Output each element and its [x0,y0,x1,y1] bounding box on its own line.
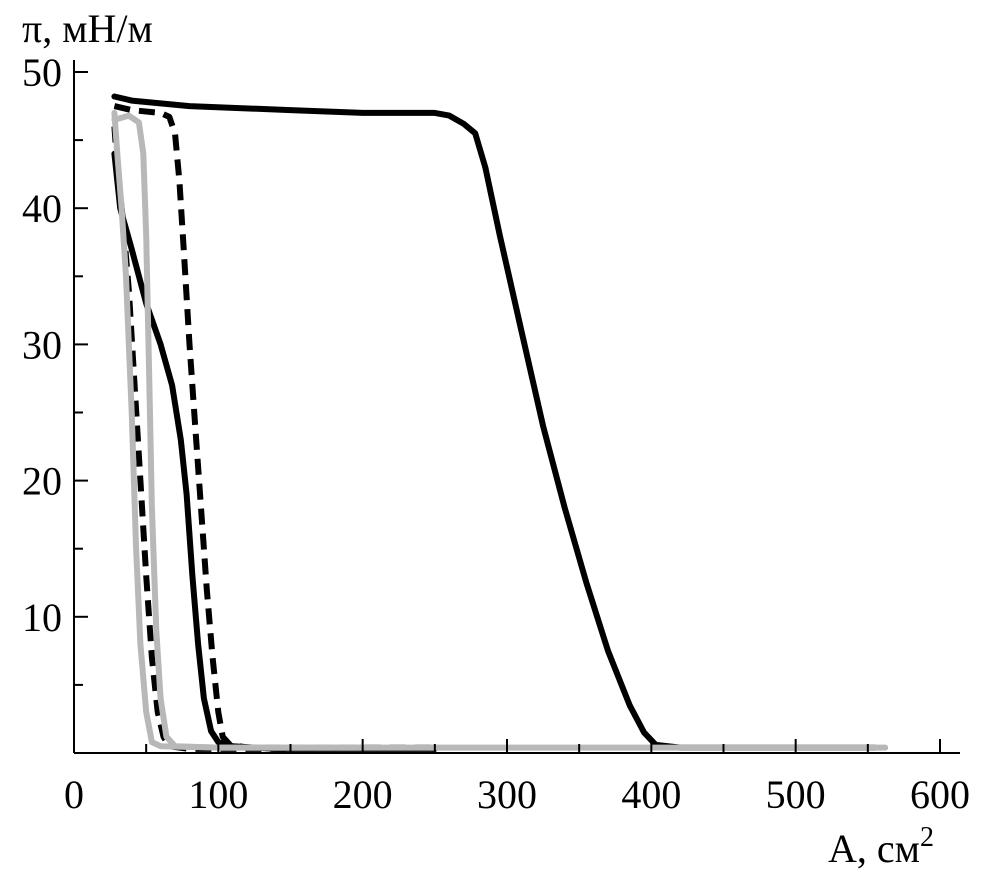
tick-labels: 0 100 200 300 400 500 600 10 20 30 40 50 [22,50,970,817]
x-tick-label: 600 [910,772,970,817]
y-tick-label: 40 [22,186,62,231]
series-5-line [111,109,889,751]
y-tick-label: 30 [22,322,62,367]
x-tick-label: 200 [333,772,393,817]
x-tick-label: 500 [766,772,826,817]
x-axis-title-sup: 2 [920,822,934,853]
y-tick-label: 10 [22,595,62,640]
x-tick-label: 100 [188,772,248,817]
series-curves [111,93,889,752]
x-tick-label: 300 [477,772,537,817]
series-4-line [111,126,291,752]
y-axis-title: π, мН/м [22,6,153,51]
axes [73,60,960,754]
x-tick-label: 400 [621,772,681,817]
y-tick-label: 50 [22,50,62,95]
y-tick-label: 20 [22,459,62,504]
series-2-line [113,103,435,751]
x-tick-label: 0 [64,772,84,817]
series-1-line [111,93,879,751]
axis-ticks [74,71,941,753]
series-3-line [111,150,438,752]
x-axis-title: A, см2 [828,822,934,871]
series-6-line [111,112,366,751]
x-axis-title-main: A, см [828,826,920,871]
